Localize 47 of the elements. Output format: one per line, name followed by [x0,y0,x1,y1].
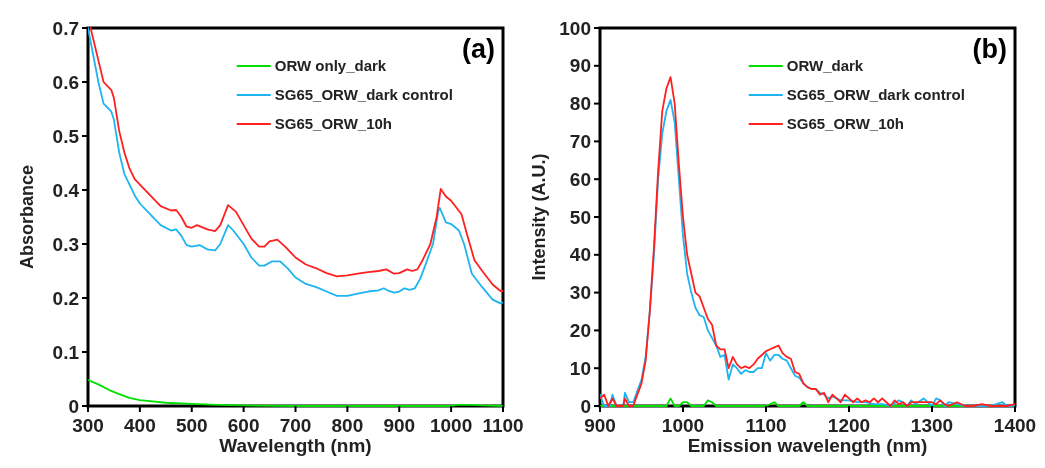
y-tick-label: 0.7 [52,17,79,39]
legend-label: ORW_dark [786,57,864,75]
x-tick-label: 1300 [910,415,954,436]
y-tick-label: 30 [569,282,591,304]
annotation: (a) [462,34,495,64]
legend-label: ORW only_dark [274,57,387,75]
x-tick-label: 1000 [661,415,705,436]
x-tick-label: 400 [124,415,156,436]
x-tick-label: 1200 [827,415,871,436]
y-tick-label: 0.3 [52,233,79,255]
x-axis-title: Emission wavelength (nm) [687,435,928,456]
x-axis-title: Wavelength (nm) [219,435,372,456]
y-tick-label: 70 [569,131,591,153]
y-tick-label: 50 [569,206,591,228]
x-tick-label: 700 [279,415,312,436]
y-tick-label: 80 [569,93,591,115]
x-tick-label: 900 [383,415,416,436]
y-tick-label: 60 [569,168,591,190]
y-tick-label: 40 [569,244,591,266]
y-tick-label: 0.4 [52,179,80,201]
x-tick-label: 600 [227,415,260,436]
legend-label: SG65_ORW_dark control [274,86,453,104]
x-tick-label: 300 [72,415,104,436]
x-tick-label: 1100 [745,415,787,436]
annotation: (b) [972,34,1007,64]
y-axis-title: Intensity (A.U.) [529,153,549,281]
line-series [88,379,503,407]
y-tick-label: 0.6 [52,71,79,93]
y-axis-title: Absorbance [17,164,37,270]
x-tick-label: 900 [584,415,616,436]
x-tick-label: 1000 [429,415,473,436]
legend-label: SG65_ORW_10h [786,115,905,133]
x-tick-label: 1100 [482,415,524,436]
x-tick-label: 500 [175,415,208,436]
y-tick-label: 90 [569,55,591,77]
x-tick-label: 1400 [993,415,1037,436]
y-tick-label: 0.2 [52,287,79,309]
legend-label: SG65_ORW_dark control [786,86,965,104]
y-tick-label: 20 [569,320,591,342]
y-tick-label: 10 [569,357,591,379]
y-tick-label: 0 [580,395,591,417]
y-tick-label: 0.1 [52,341,80,363]
y-tick-label: 100 [559,17,591,39]
x-tick-label: 800 [331,415,364,436]
y-tick-label: 0 [68,395,79,417]
y-tick-label: 0.5 [52,125,80,147]
legend-label: SG65_ORW_10h [274,115,393,133]
